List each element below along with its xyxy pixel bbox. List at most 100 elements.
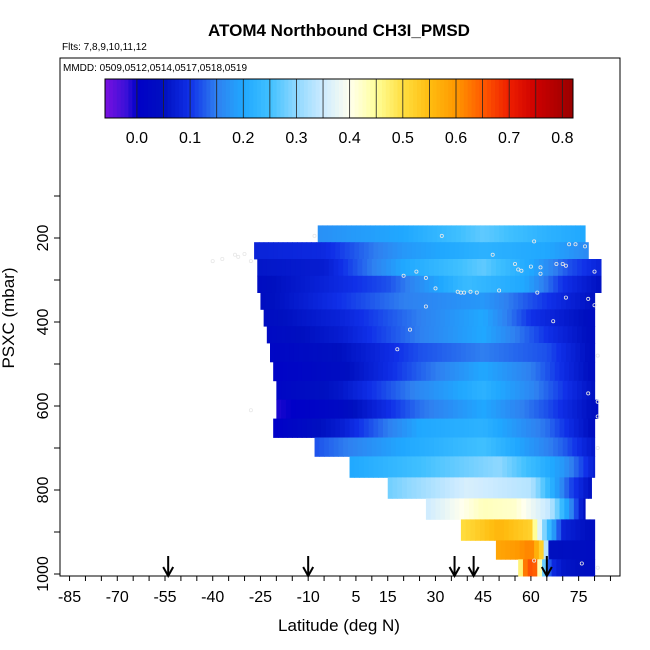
- heatmap-cell: [448, 399, 454, 419]
- heatmap-cell: [395, 259, 402, 277]
- heatmap-cell: [484, 343, 491, 363]
- heatmap-cell: [408, 225, 414, 243]
- heatmap-cell: [316, 418, 322, 438]
- heatmap-cell: [319, 380, 325, 401]
- heatmap-cell: [354, 242, 360, 260]
- heatmap-cell: [314, 399, 320, 419]
- heatmap-cell: [405, 326, 411, 344]
- heatmap-cell: [333, 275, 340, 293]
- heatmap-cell: [452, 275, 459, 293]
- heatmap-cell: [538, 540, 545, 560]
- heatmap-cell: [430, 309, 437, 327]
- heatmap-cell: [518, 343, 524, 363]
- heatmap-cell: [564, 477, 570, 499]
- heatmap-cell: [524, 540, 530, 560]
- heatmap-cell: [285, 326, 292, 344]
- sample-point: [468, 289, 473, 294]
- heatmap-cell: [324, 326, 330, 344]
- colorbar-segment: [420, 79, 426, 118]
- heatmap-cell: [411, 477, 417, 499]
- heatmap-cell: [357, 259, 363, 277]
- heatmap-cell: [445, 361, 451, 382]
- heatmap-cell: [519, 259, 526, 277]
- heatmap-cell: [556, 225, 562, 243]
- heatmap-cell: [360, 225, 367, 243]
- colorbar-segment: [183, 79, 188, 118]
- heatmap-cell: [472, 259, 478, 277]
- heatmap-cell: [457, 399, 464, 419]
- heatmap-cell: [526, 477, 532, 499]
- flight-arrows: [162, 556, 553, 579]
- heatmap-cell: [553, 437, 559, 457]
- heatmap-cell: [497, 456, 503, 478]
- heatmap-cell: [328, 380, 335, 401]
- heatmap-cell: [381, 326, 387, 344]
- heatmap-cell: [481, 275, 487, 293]
- heatmap-cell: [371, 437, 378, 457]
- heatmap-cell: [435, 418, 441, 438]
- heatmap-cell: [446, 225, 452, 243]
- heatmap-cell: [346, 225, 352, 243]
- sample-point: [551, 319, 556, 324]
- heatmap-cell: [400, 259, 406, 277]
- heatmap-cell: [263, 242, 270, 260]
- colorbar-segment: [534, 79, 539, 118]
- heatmap-cell: [515, 380, 521, 401]
- heatmap-cell: [410, 326, 416, 344]
- heatmap-cell: [270, 292, 276, 310]
- heatmap-cell: [410, 275, 416, 293]
- heatmap-cell: [567, 275, 573, 293]
- heatmap-cell: [553, 540, 559, 560]
- heatmap-cell: [588, 418, 594, 438]
- sample-point: [538, 265, 543, 270]
- heatmap-cell: [441, 343, 448, 363]
- heatmap-cell: [483, 456, 489, 478]
- heatmap-cell: [390, 275, 397, 293]
- colorbar-segment: [206, 79, 211, 118]
- heatmap-cell: [460, 519, 467, 541]
- heatmap-cell: [465, 343, 472, 363]
- heatmap-cell: [454, 361, 460, 382]
- colorbar-segment: [502, 79, 508, 118]
- heatmap-cell: [513, 225, 519, 243]
- colorbar-segment: [108, 79, 114, 118]
- heatmap-cell: [575, 559, 581, 577]
- heatmap-cell: [492, 418, 499, 438]
- heatmap-cell: [589, 519, 596, 541]
- y-tick-label: 200: [35, 225, 52, 252]
- heatmap-cell: [433, 380, 440, 401]
- heatmap-cell: [395, 275, 402, 293]
- heatmap-cell: [400, 437, 406, 457]
- heatmap-cell: [592, 418, 596, 438]
- heatmap-cell: [472, 326, 478, 344]
- colorbar-segment: [479, 79, 484, 118]
- heatmap-cell: [556, 519, 562, 541]
- heatmap-cell: [309, 326, 316, 344]
- heatmap-cell: [343, 326, 349, 344]
- heatmap-cell: [379, 225, 386, 243]
- heatmap-cell: [430, 242, 437, 260]
- colorbar-segment: [210, 79, 215, 118]
- heatmap-cell: [424, 259, 430, 277]
- heatmap-cell: [459, 361, 465, 382]
- heatmap-cell: [301, 418, 308, 438]
- heatmap-cell: [430, 418, 437, 438]
- heatmap-cell: [554, 456, 561, 478]
- heatmap-cell: [390, 326, 397, 344]
- heatmap-cell: [516, 242, 522, 260]
- heatmap-cell: [432, 343, 438, 363]
- heatmap-cell: [306, 418, 312, 438]
- heatmap-cell: [411, 418, 417, 438]
- heatmap-cell: [554, 361, 561, 382]
- heatmap-cell: [427, 225, 433, 243]
- heatmap-cell: [351, 225, 357, 243]
- heatmap-cell: [550, 309, 556, 327]
- heatmap-cell: [386, 437, 392, 457]
- heatmap-cell: [400, 399, 406, 419]
- heatmap-cell: [510, 275, 516, 293]
- colorbar-segment: [315, 79, 320, 118]
- heatmap-cell: [522, 225, 529, 243]
- heatmap-cell: [301, 309, 308, 327]
- heatmap-cell: [478, 498, 484, 520]
- heatmap-cell: [580, 343, 586, 363]
